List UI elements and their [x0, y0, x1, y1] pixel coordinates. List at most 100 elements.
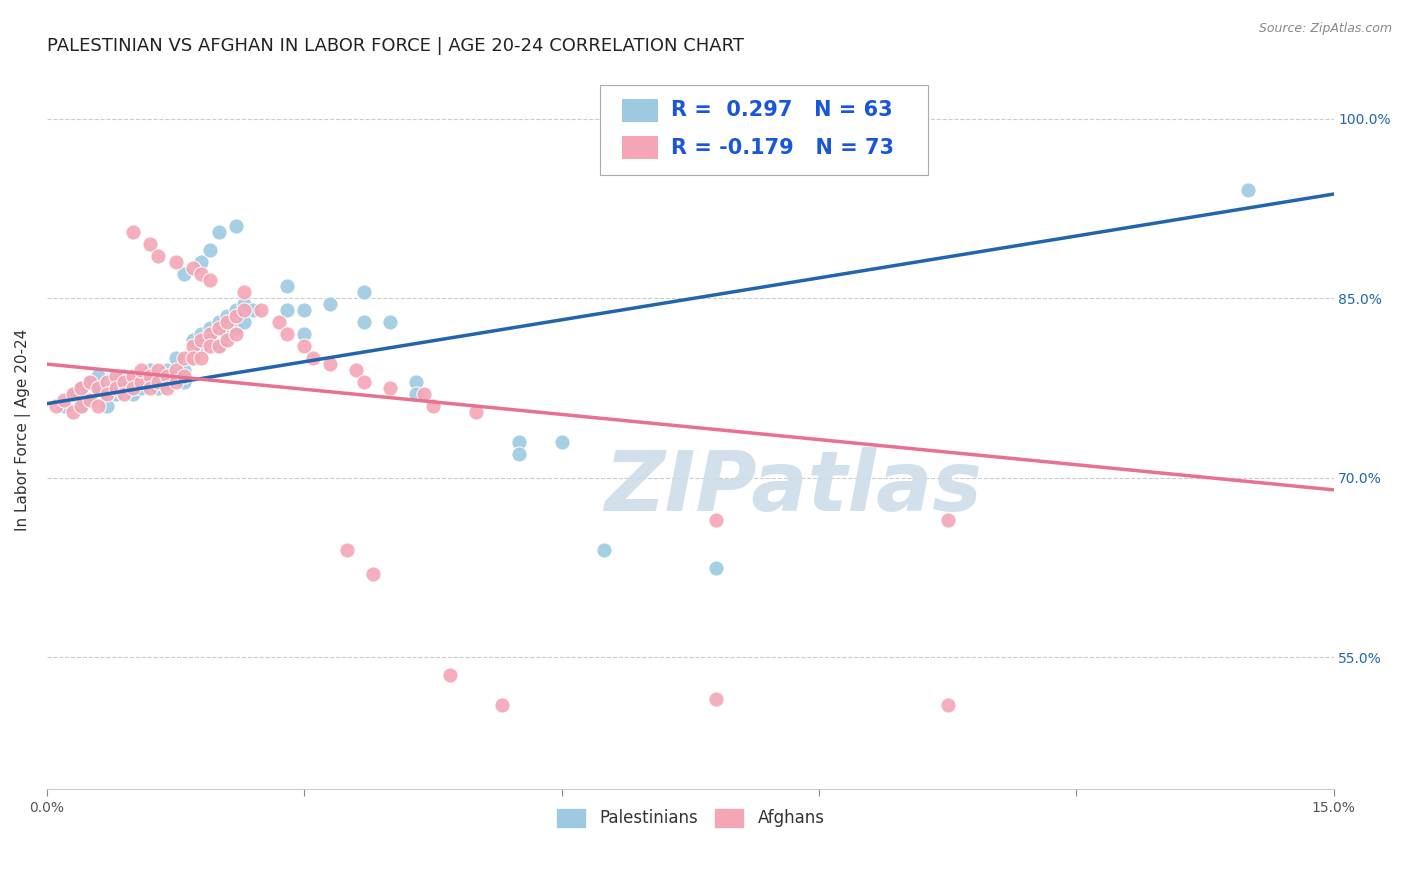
Point [190, 255, 212, 269]
Point [104, 381, 127, 395]
Point [148, 369, 170, 384]
Y-axis label: In Labor Force | Age 20-24: In Labor Force | Age 20-24 [15, 329, 31, 531]
Point [165, 351, 187, 365]
Point [173, 363, 195, 377]
Point [276, 327, 298, 342]
Point [62, 405, 84, 419]
Point [190, 351, 212, 365]
FancyBboxPatch shape [600, 85, 928, 175]
Point [87, 381, 110, 395]
Point [198, 321, 221, 335]
Point [131, 375, 153, 389]
Point [121, 226, 143, 240]
Point [139, 237, 162, 252]
Point [336, 542, 359, 557]
Point [508, 447, 530, 461]
Point [704, 560, 727, 574]
Point [233, 303, 256, 318]
Point [173, 369, 195, 384]
Point [217, 327, 239, 342]
Point [121, 375, 143, 389]
Point [302, 351, 325, 365]
Point [139, 381, 162, 395]
Point [62, 387, 84, 401]
Point [87, 381, 110, 395]
Point [207, 226, 229, 240]
Point [96, 387, 118, 401]
Point [173, 375, 195, 389]
Point [250, 303, 273, 318]
Point [550, 434, 572, 449]
Point [593, 542, 616, 557]
Point [181, 351, 204, 365]
Legend: Palestinians, Afghans: Palestinians, Afghans [548, 801, 831, 835]
Point [165, 363, 187, 377]
Point [181, 351, 204, 365]
Point [378, 381, 401, 395]
Point [319, 297, 342, 311]
Point [148, 363, 170, 377]
Point [508, 434, 530, 449]
Point [225, 327, 247, 342]
Point [464, 405, 486, 419]
Point [131, 369, 153, 384]
Point [148, 381, 170, 395]
Point [1236, 184, 1258, 198]
Point [198, 327, 221, 342]
Point [405, 375, 427, 389]
Point [181, 261, 204, 276]
Point [112, 381, 135, 395]
Point [198, 333, 221, 347]
Point [353, 315, 375, 329]
Point [156, 375, 179, 389]
Point [217, 310, 239, 324]
Point [121, 369, 143, 384]
Text: PALESTINIAN VS AFGHAN IN LABOR FORCE | AGE 20-24 CORRELATION CHART: PALESTINIAN VS AFGHAN IN LABOR FORCE | A… [46, 37, 744, 55]
Point [198, 244, 221, 258]
Point [353, 285, 375, 300]
Point [148, 249, 170, 263]
Point [104, 369, 127, 384]
Point [165, 255, 187, 269]
Point [165, 375, 187, 389]
Point [139, 363, 162, 377]
Point [181, 339, 204, 353]
Point [131, 363, 153, 377]
Point [190, 268, 212, 282]
Point [70, 399, 93, 413]
Point [225, 303, 247, 318]
Point [190, 327, 212, 342]
Point [378, 315, 401, 329]
Point [704, 513, 727, 527]
Bar [621, 99, 658, 121]
Point [233, 297, 256, 311]
Point [190, 339, 212, 353]
Point [156, 363, 179, 377]
Point [112, 369, 135, 384]
Point [173, 268, 195, 282]
Point [319, 357, 342, 371]
Point [217, 315, 239, 329]
Point [53, 399, 76, 413]
Point [53, 392, 76, 407]
Point [233, 315, 256, 329]
Point [139, 375, 162, 389]
Point [198, 273, 221, 287]
Point [139, 369, 162, 384]
Point [79, 392, 101, 407]
Point [104, 375, 127, 389]
Point [292, 327, 315, 342]
Point [704, 692, 727, 706]
Point [87, 399, 110, 413]
Point [79, 392, 101, 407]
Point [173, 351, 195, 365]
Point [198, 339, 221, 353]
Point [422, 399, 444, 413]
Point [62, 387, 84, 401]
Point [225, 310, 247, 324]
Text: Source: ZipAtlas.com: Source: ZipAtlas.com [1258, 22, 1392, 36]
Point [112, 375, 135, 389]
Point [225, 219, 247, 234]
Point [361, 566, 384, 581]
Text: R =  0.297   N = 63: R = 0.297 N = 63 [671, 100, 893, 120]
